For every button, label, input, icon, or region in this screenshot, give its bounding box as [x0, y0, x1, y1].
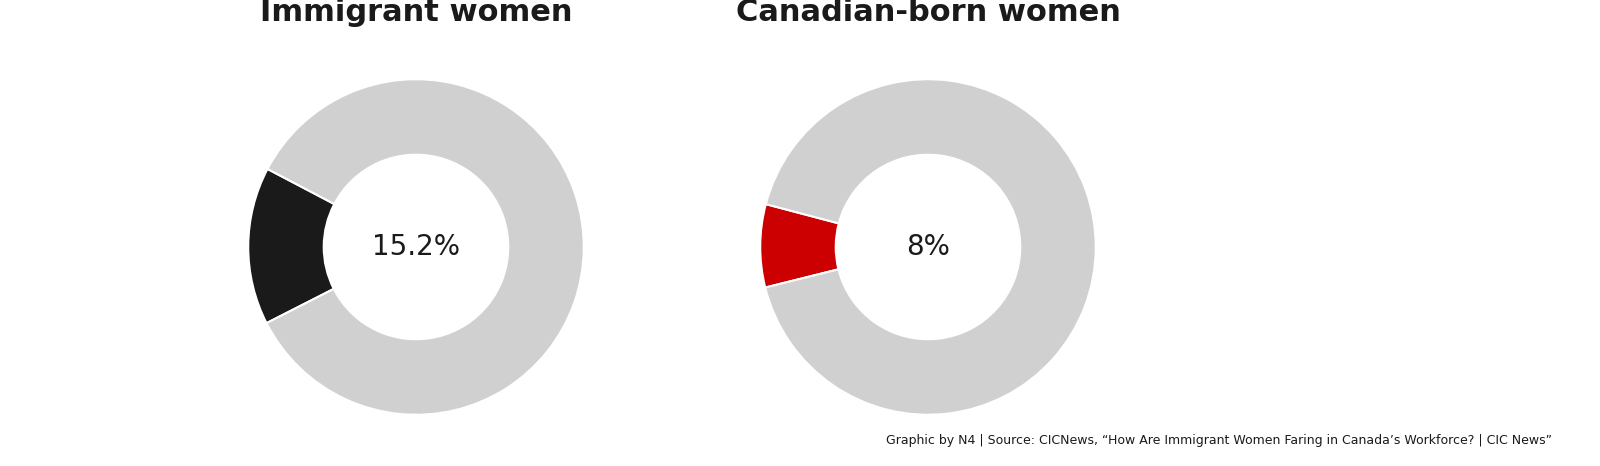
Wedge shape	[760, 204, 838, 288]
Title: Canadian-born women: Canadian-born women	[736, 0, 1120, 27]
Text: 8%: 8%	[906, 233, 950, 261]
Wedge shape	[267, 79, 584, 415]
Wedge shape	[765, 79, 1096, 415]
Text: 15.2%: 15.2%	[371, 233, 461, 261]
Title: Immigrant women: Immigrant women	[259, 0, 573, 27]
Text: Graphic by N4 | Source: CICNews, “How Are Immigrant Women Faring in Canada’s Wor: Graphic by N4 | Source: CICNews, “How Ar…	[886, 434, 1552, 447]
Wedge shape	[248, 169, 334, 323]
